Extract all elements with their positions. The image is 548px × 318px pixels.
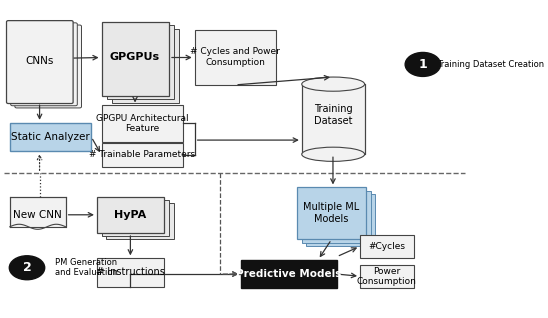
Text: New CNN: New CNN: [13, 210, 62, 220]
Bar: [360, 235, 414, 258]
Text: Power
Consumption: Power Consumption: [357, 266, 416, 286]
Text: #Cycles: #Cycles: [368, 242, 405, 251]
Text: GPGPUs: GPGPUs: [110, 52, 160, 63]
Bar: [360, 265, 414, 288]
Bar: [297, 187, 366, 239]
Bar: [101, 143, 183, 167]
Ellipse shape: [302, 77, 364, 91]
FancyBboxPatch shape: [7, 21, 73, 104]
Text: GPGPU Architectural
Feature: GPGPU Architectural Feature: [96, 114, 189, 133]
Text: Multiple ML
Models: Multiple ML Models: [304, 203, 359, 224]
Bar: [10, 197, 66, 227]
Bar: [101, 200, 169, 236]
Text: Training
Dataset: Training Dataset: [313, 104, 352, 126]
Bar: [107, 25, 174, 100]
FancyBboxPatch shape: [15, 25, 82, 108]
Ellipse shape: [302, 147, 364, 161]
Text: PM Generation
and Evaluation: PM Generation and Evaluation: [55, 258, 118, 277]
Text: # Cycles and Power
Consumption: # Cycles and Power Consumption: [190, 47, 280, 67]
Bar: [302, 84, 364, 154]
Text: Training Dataset Creation: Training Dataset Creation: [437, 60, 544, 69]
Bar: [302, 83, 364, 86]
Bar: [97, 197, 164, 233]
Bar: [101, 105, 183, 142]
Bar: [112, 29, 179, 103]
Bar: [97, 258, 164, 287]
FancyBboxPatch shape: [11, 23, 77, 106]
Bar: [106, 203, 174, 239]
Text: Predictive Models: Predictive Models: [236, 269, 341, 279]
Text: # Trainable Parameters: # Trainable Parameters: [89, 150, 195, 159]
Circle shape: [405, 52, 441, 76]
Text: 2: 2: [22, 261, 31, 274]
Bar: [10, 123, 92, 151]
Text: HyPA: HyPA: [115, 210, 146, 220]
Bar: [241, 260, 336, 288]
Text: CNNs: CNNs: [25, 56, 54, 66]
Bar: [195, 30, 276, 85]
Text: Static Analyzer: Static Analyzer: [11, 132, 90, 142]
Bar: [101, 22, 169, 96]
Bar: [302, 190, 370, 243]
Text: 1: 1: [419, 58, 427, 71]
Text: # Instructions: # Instructions: [96, 267, 165, 278]
Bar: [306, 194, 375, 246]
Circle shape: [9, 256, 45, 280]
